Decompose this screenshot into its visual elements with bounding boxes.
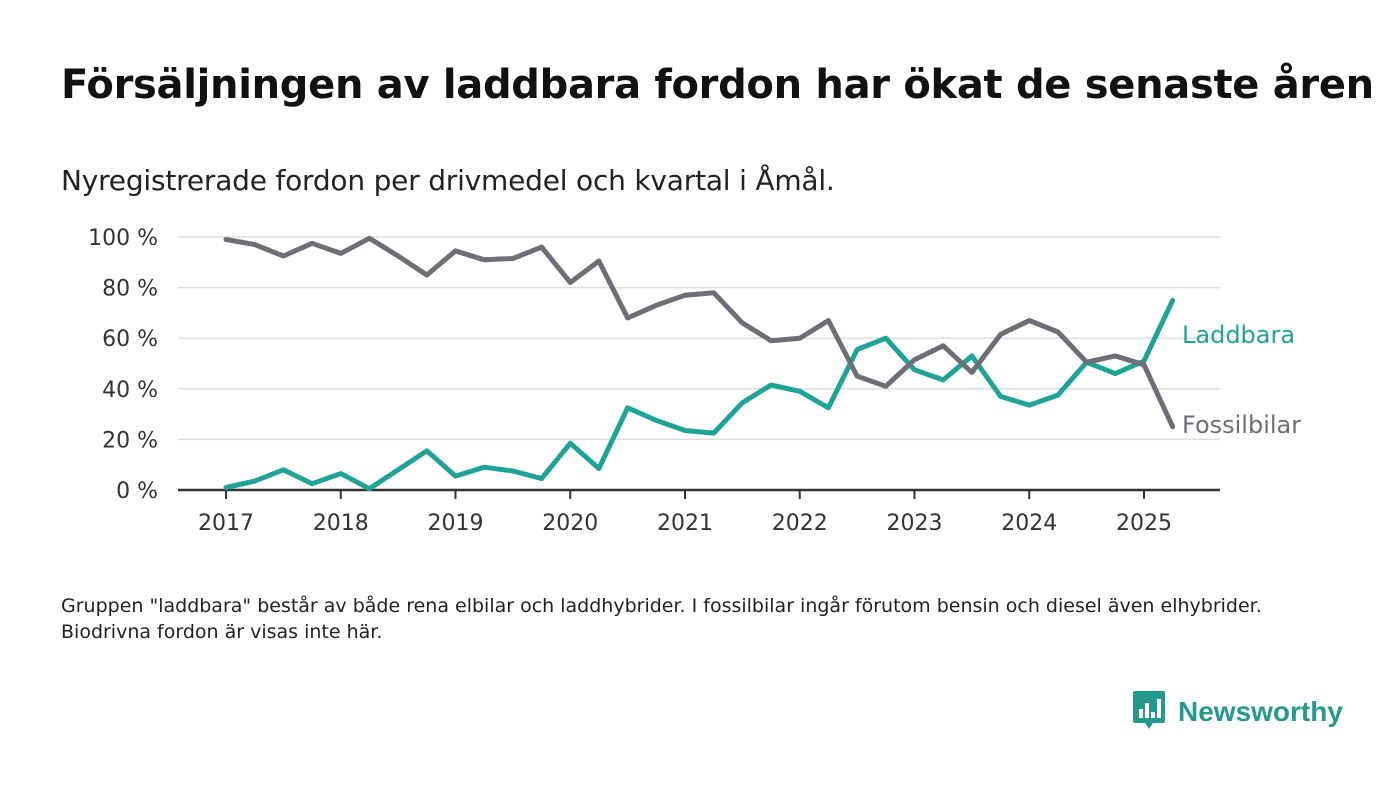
newsworthy-logo-icon — [1132, 689, 1166, 735]
chart-subtitle: Nyregistrerade fordon per drivmedel och … — [61, 164, 835, 197]
x-tick-label: 2021 — [657, 511, 713, 536]
y-axis-tick-labels: 0 % 20 % 40 % 60 % 80 % 100 % — [88, 226, 158, 504]
grid-lines — [178, 236, 1220, 441]
x-tick-label: 2022 — [772, 511, 828, 536]
y-tick-label: 40 % — [102, 378, 158, 403]
series-labels: Laddbara Fossilbilar — [1182, 321, 1301, 439]
series-label-laddbara: Laddbara — [1182, 321, 1295, 349]
x-tick-label: 2023 — [887, 511, 943, 536]
x-axis-ticks: 2017 2018 2019 2020 2021 2022 2023 2024 2025 — [178, 488, 1220, 536]
line-chart: 0 % 20 % 40 % 60 % 80 % 100 % 2017 2018 2019 202… — [88, 226, 1301, 536]
series-label-fossilbilar: Fossilbilar — [1182, 411, 1301, 439]
chart-title: Försäljningen av laddbara fordon har öka… — [61, 62, 1374, 108]
footnote: Gruppen "laddbara" består av både rena e… — [61, 595, 1262, 643]
series-line-laddbara — [223, 297, 1176, 492]
y-tick-label: 60 % — [102, 327, 158, 352]
x-tick-label: 2024 — [1001, 511, 1057, 536]
brand-logo[interactable]: Newsworthy — [1132, 690, 1343, 734]
y-tick-label: 0 % — [116, 479, 158, 504]
y-tick-label: 20 % — [102, 428, 158, 453]
y-tick-label: 100 % — [88, 226, 158, 251]
brand-name: Newsworthy — [1178, 696, 1343, 727]
series-line-fossilbilar — [223, 235, 1176, 430]
x-tick-label: 2017 — [198, 511, 254, 536]
x-tick-label: 2025 — [1116, 511, 1172, 536]
x-tick-label: 2020 — [542, 511, 598, 536]
x-tick-label: 2019 — [428, 511, 484, 536]
series-lines — [223, 235, 1176, 492]
y-tick-label: 80 % — [102, 277, 158, 302]
x-tick-label: 2018 — [313, 511, 369, 536]
